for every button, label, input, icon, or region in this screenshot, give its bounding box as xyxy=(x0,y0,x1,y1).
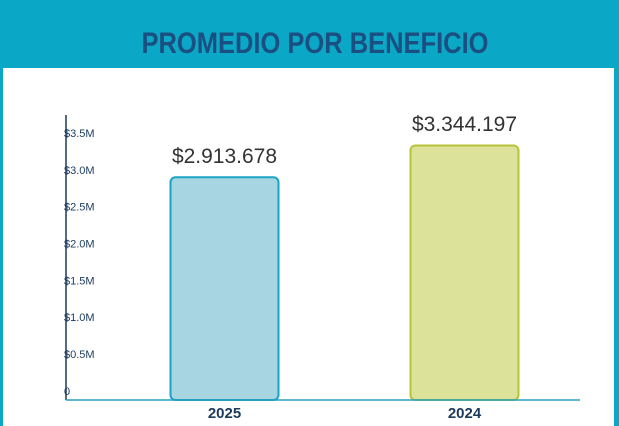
bar xyxy=(169,176,280,401)
bar xyxy=(409,144,520,401)
y-tick-label: $0.5M xyxy=(64,349,95,361)
x-tick-label: 2025 xyxy=(208,405,241,422)
y-tick-label: $3.5M xyxy=(64,128,95,140)
y-tick-label: $1.0M xyxy=(64,312,95,324)
y-tick-label: $1.5M xyxy=(64,275,95,287)
chart-title: PROMEDIO POR BENEFICIO xyxy=(142,26,489,59)
x-tick-label: 2024 xyxy=(448,405,482,422)
y-tick-label: 0 xyxy=(64,386,70,398)
header-band xyxy=(0,0,619,68)
y-tick-label: $2.5M xyxy=(64,202,95,214)
data-label: $2.913.678 xyxy=(172,145,277,168)
data-label: $3.344.197 xyxy=(412,113,517,136)
left-border xyxy=(0,68,3,426)
y-tick-label: $3.0M xyxy=(64,165,95,177)
y-tick-label: $2.0M xyxy=(64,238,95,250)
right-border xyxy=(614,68,619,426)
